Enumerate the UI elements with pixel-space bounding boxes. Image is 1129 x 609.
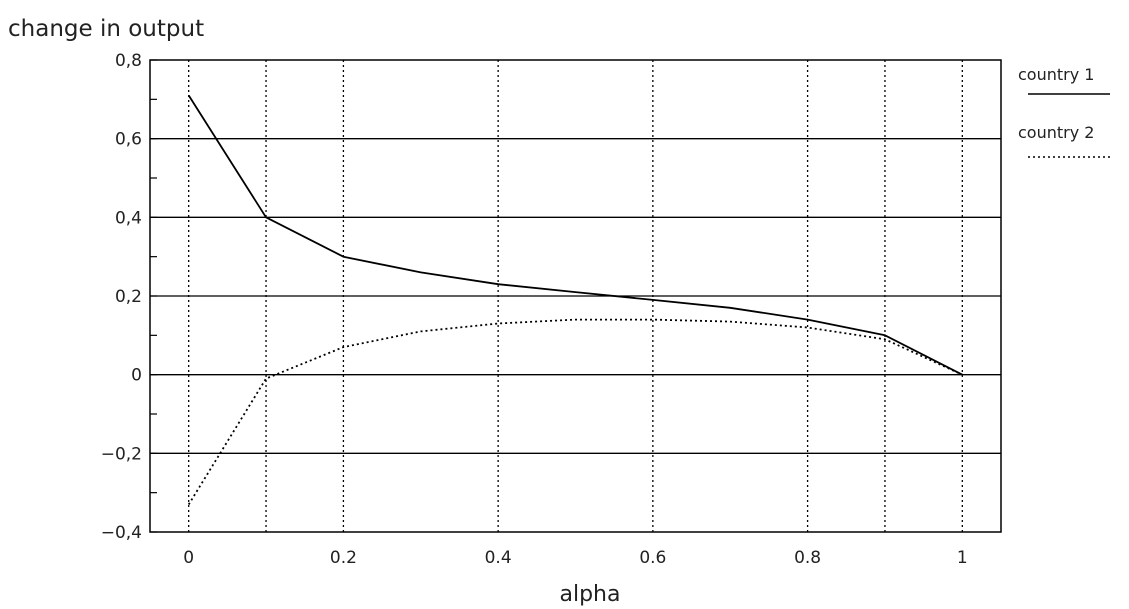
legend: country 1 country 2 <box>1018 65 1110 158</box>
x-tick-label: 0 <box>183 548 194 568</box>
x-axis-ticks: 0 0.2 0.4 0.6 0.8 1 <box>183 548 967 568</box>
y-axis-ticks: −0,4 −0,2 0 0,2 0,4 0,6 0,8 <box>101 51 142 543</box>
grid <box>150 59 1001 533</box>
legend-label-country-1: country 1 <box>1018 65 1094 84</box>
plot-frame <box>149 59 1002 533</box>
y-tick-label: 0,4 <box>115 208 142 228</box>
y-tick-label: 0 <box>131 366 142 386</box>
y-tick-label: 0,6 <box>115 130 142 150</box>
y-tick-label: 0,8 <box>115 51 142 71</box>
x-tick-label: 1 <box>957 548 968 568</box>
series-lines <box>187 94 963 505</box>
x-tick-label: 0.6 <box>639 548 666 568</box>
x-tick-label: 0.2 <box>330 548 357 568</box>
y-tick-label: −0,2 <box>101 444 142 464</box>
x-tick-label: 0.4 <box>485 548 512 568</box>
x-axis-label: alpha <box>560 582 621 607</box>
y-tick-label: 0,2 <box>115 287 142 307</box>
y-tick-label: −0,4 <box>101 523 142 543</box>
x-tick-label: 0.8 <box>794 548 821 568</box>
y-axis-label: change in output <box>8 16 204 42</box>
legend-label-country-2: country 2 <box>1018 123 1094 142</box>
series-line-country-2 <box>187 318 963 505</box>
series-line-country-1 <box>187 94 963 376</box>
